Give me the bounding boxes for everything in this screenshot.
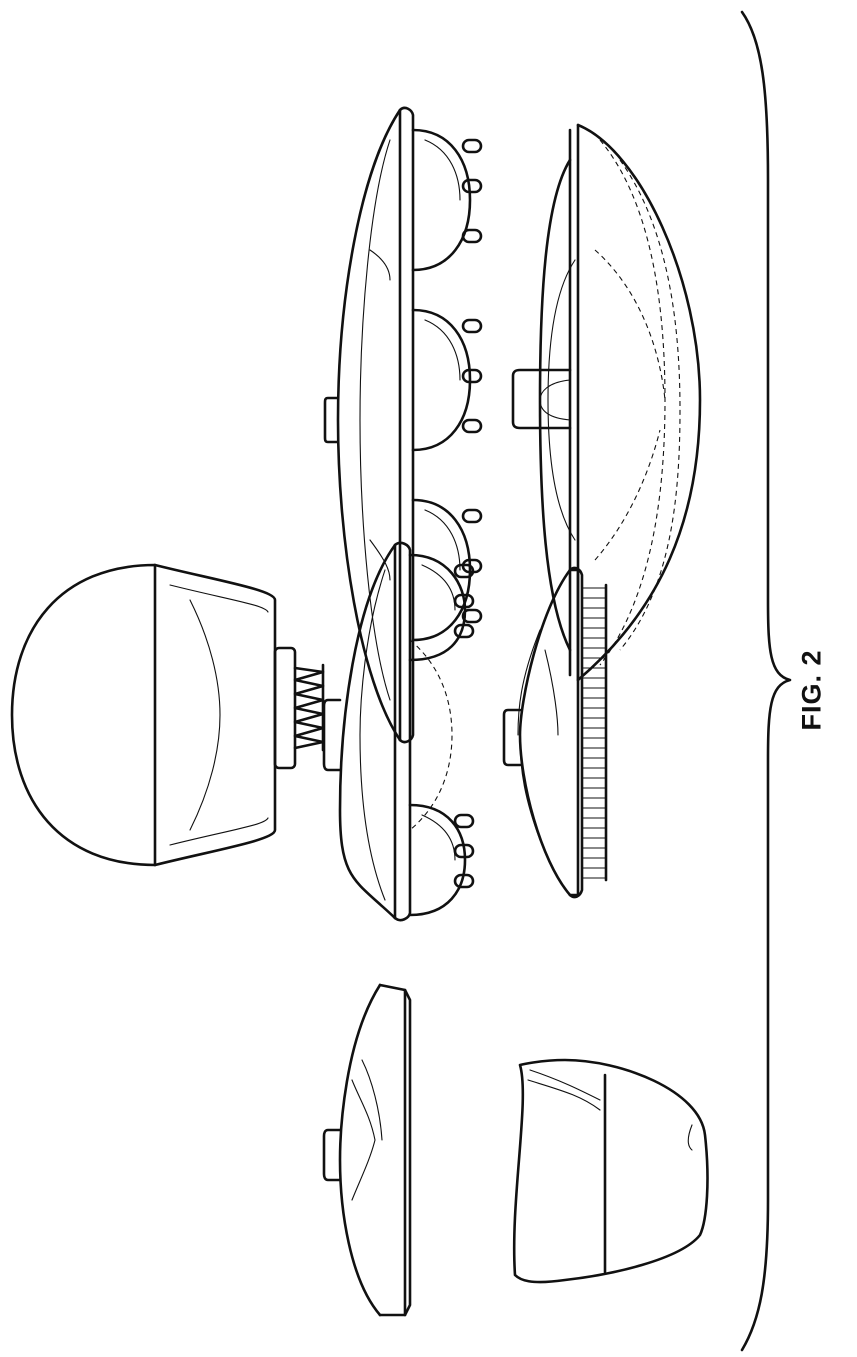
- double-node-massage-head: [324, 543, 473, 920]
- grouping-brace: [742, 12, 790, 1350]
- handle-body: [12, 565, 323, 865]
- bristle-brush-attachment: [504, 568, 606, 897]
- bristles: [582, 585, 606, 880]
- triple-node-massage-head: [325, 108, 481, 742]
- cup-attachment: [514, 1060, 707, 1282]
- figure-label-text: FIG. 2: [797, 649, 828, 730]
- flat-disc-attachment: [324, 985, 410, 1315]
